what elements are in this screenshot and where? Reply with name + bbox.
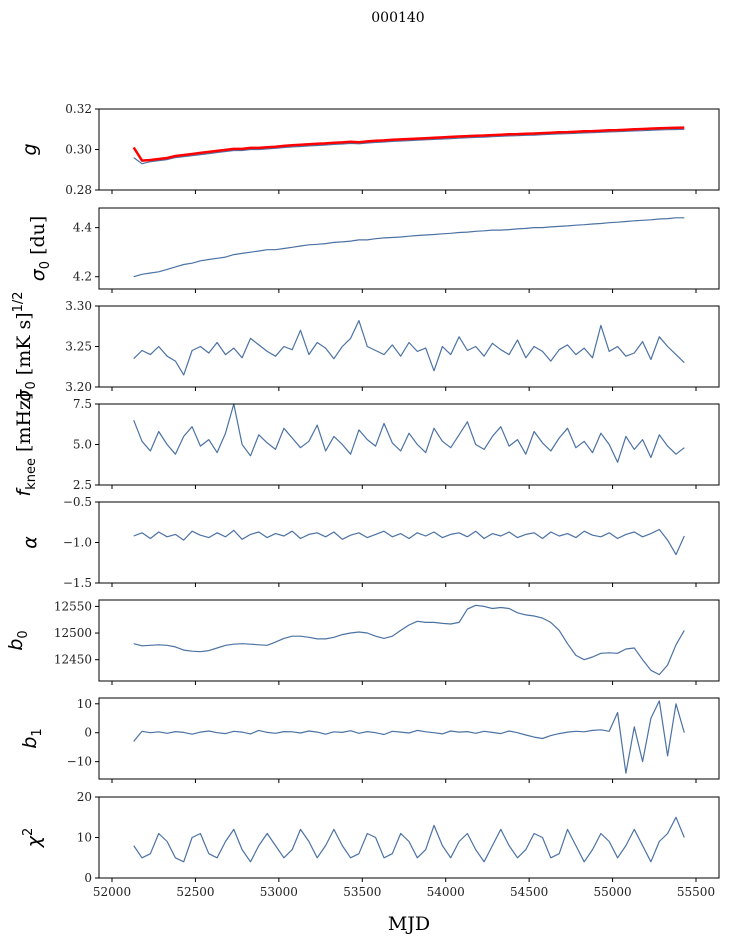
axes-frame xyxy=(98,207,720,290)
subplot-5: 12450 12500 12550 b0 xyxy=(5,599,720,685)
y-axis-label: fknee [mHz] xyxy=(13,393,39,497)
x-tick-label: 52500 xyxy=(176,885,214,899)
y-label-unit: [mK s] xyxy=(13,312,35,381)
y-axis-label: b0 xyxy=(5,630,31,650)
y-label-subscript: 1 xyxy=(30,728,45,736)
series-line-chi2 xyxy=(133,816,685,863)
y-tick-label: 3.25 xyxy=(65,340,92,354)
series-line-alpha xyxy=(133,528,685,556)
y-tick-label: 0 xyxy=(84,726,92,740)
subplot-7: 52000 52500 53000 53500 54000 54500 55000 55500… xyxy=(21,790,720,899)
series-line-sigma0_mK xyxy=(133,320,685,376)
y-tick-label: −10 xyxy=(67,755,92,769)
axes-frame xyxy=(98,108,720,191)
series-line-sigma0_du xyxy=(133,217,685,278)
y-tick-label: 2.5 xyxy=(73,478,92,492)
y-label-symbol: χ xyxy=(23,835,45,848)
series-line-g_fit xyxy=(132,126,685,162)
y-tick-label: −1.5 xyxy=(63,576,92,590)
y-tick-label: 12450 xyxy=(54,653,92,667)
y-label-subscript: 0 xyxy=(24,381,39,389)
y-tick-label: 10 xyxy=(77,697,92,711)
y-label-superscript: 2 xyxy=(21,828,36,836)
y-tick-label: 3.20 xyxy=(65,380,92,394)
x-tick-label: 53000 xyxy=(260,885,298,899)
y-axis-label: b1 xyxy=(19,728,45,748)
y-tick-label: 0.32 xyxy=(65,102,92,116)
y-label-unit: [du] xyxy=(27,216,49,261)
y-tick-label: −1.0 xyxy=(63,536,92,550)
y-tick-label: 4.2 xyxy=(73,270,92,284)
y-label-unit: [mHz] xyxy=(13,393,35,458)
y-tick-label: 3.30 xyxy=(65,299,92,313)
y-label-symbol: σ xyxy=(13,389,35,402)
y-tick-label: 0.28 xyxy=(65,183,92,197)
axes-frame xyxy=(98,403,720,486)
chart-title: 000140 xyxy=(371,10,424,26)
y-tick-label: 4.4 xyxy=(73,221,92,235)
y-label-symbol: b xyxy=(19,737,41,749)
x-tick-label: 55500 xyxy=(677,885,715,899)
series-line-g xyxy=(133,128,685,165)
x-tick-label: 53500 xyxy=(343,885,381,899)
series-line-b0 xyxy=(133,604,685,676)
y-label-symbol: α xyxy=(19,536,41,549)
subplot-0: 0.28 0.30 0.32 g xyxy=(19,102,720,197)
y-label-subscript: knee xyxy=(24,458,39,490)
y-label-symbol: g xyxy=(19,143,41,155)
y-tick-label: −0.5 xyxy=(63,495,92,509)
x-tick-label: 54500 xyxy=(510,885,548,899)
y-label-symbol: f xyxy=(13,486,35,496)
subplot-6: −10 0 10 b1 xyxy=(19,697,720,783)
y-axis-label: σ0 [mK s]1/2 xyxy=(11,291,39,401)
subplot-3: 2.5 5.0 7.5 fknee [mHz] xyxy=(13,393,720,497)
axes-frame xyxy=(98,305,720,388)
x-axis-label: MJD xyxy=(388,913,430,935)
y-label-superscript: 1/2 xyxy=(11,291,26,312)
subplot-2: 3.20 3.25 3.30 σ0 [mK s]1/2 xyxy=(11,291,720,402)
y-tick-label: 7.5 xyxy=(73,397,92,411)
y-axis-label: α xyxy=(19,536,41,549)
y-tick-label: 10 xyxy=(77,831,92,845)
y-axis-label: σ0 [du] xyxy=(27,216,53,282)
axes-frame xyxy=(98,697,720,780)
series-line-b1 xyxy=(133,700,685,774)
y-label-symbol: σ xyxy=(27,268,49,281)
subplot-1: 4.2 4.4 σ0 [du] xyxy=(27,207,720,293)
y-tick-label: 5.0 xyxy=(73,438,92,452)
y-tick-label: 12500 xyxy=(54,626,92,640)
y-label-subscript: 0 xyxy=(16,630,31,638)
y-axis-label: g xyxy=(19,143,41,155)
x-tick-label: 52000 xyxy=(93,885,131,899)
y-tick-label: 0.30 xyxy=(65,143,92,157)
y-tick-label: 20 xyxy=(77,790,92,804)
subplot-4: −1.5 −1.0 −0.5 α xyxy=(19,495,720,590)
y-axis-label: χ2 xyxy=(21,828,45,849)
series-line-fknee xyxy=(133,403,685,463)
y-label-symbol: b xyxy=(5,639,27,651)
axes-frame xyxy=(98,599,720,682)
y-tick-label: 12550 xyxy=(54,599,92,613)
y-tick-label: 0 xyxy=(84,871,92,885)
x-tick-label: 55000 xyxy=(593,885,631,899)
axes-frame xyxy=(98,501,720,584)
x-tick-label: 54000 xyxy=(427,885,465,899)
y-label-subscript: 0 xyxy=(38,261,53,269)
